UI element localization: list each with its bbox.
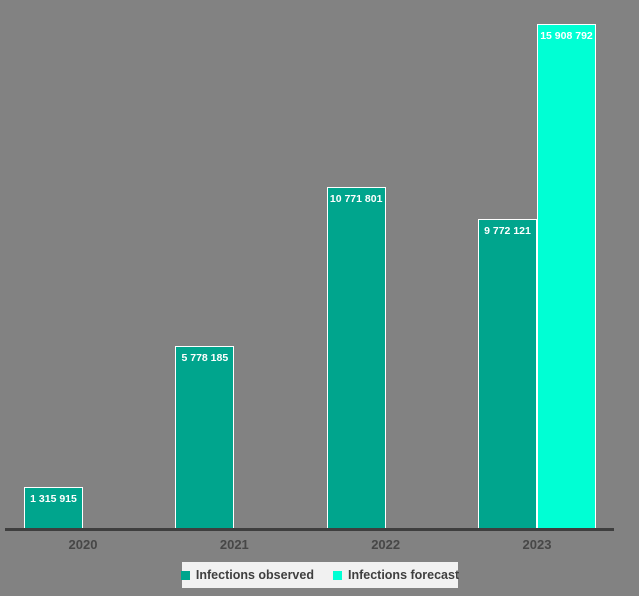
legend-item-infections-observed: Infections observed [180,568,314,582]
x-axis-tick-label-2022: 2022 [371,537,401,552]
bar-value-label: 9 772 121 [484,225,531,237]
bar-observed-2022: 10 771 801 [326,187,386,529]
legend-item-infections-forecast: Infections forecast [332,568,460,582]
chart-legend: Infections observed Infections forecast [180,562,460,588]
bar-value-label: 1 315 915 [30,493,77,505]
bar-observed-2020: 1 315 915 [24,487,83,529]
x-axis-tick-label-2021: 2021 [219,537,249,552]
bar-observed-2023: 9 772 121 [477,219,537,529]
bar-value-label: 15 908 792 [540,30,593,42]
x-axis-tick-label-2023: 2023 [522,537,552,552]
legend-swatch-observed-icon [180,570,190,580]
bar-value-label: 5 778 185 [181,352,229,364]
bar-value-label: 10 771 801 [329,193,383,205]
bar-observed-2021: 5 778 185 [175,346,235,529]
x-axis-tick-label-2020: 2020 [68,537,98,552]
legend-swatch-forecast-icon [332,570,342,580]
legend-label-forecast: Infections forecast [347,568,460,582]
legend-label-observed: Infections observed [195,568,314,582]
x-axis-line [5,528,614,531]
bar-forecast-2023: 15 908 792 [536,24,596,529]
